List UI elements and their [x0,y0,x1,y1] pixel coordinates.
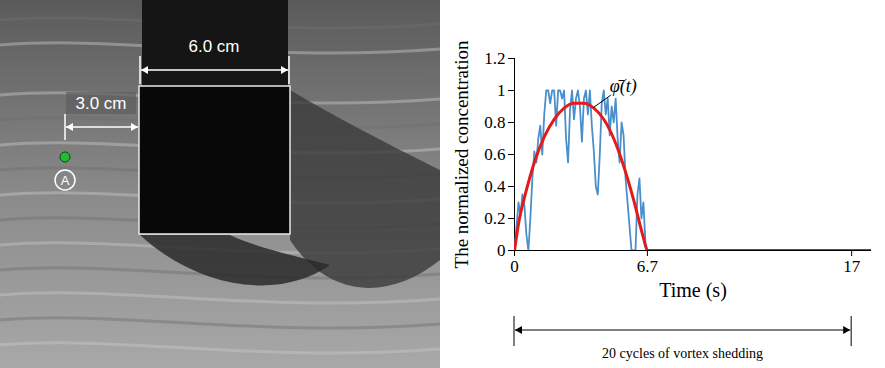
svg-text:0: 0 [510,257,519,276]
svg-text:0.8: 0.8 [484,113,505,132]
svg-text:20 cycles of vortex shedding: 20 cycles of vortex shedding [602,346,763,361]
svg-text:6.0 cm: 6.0 cm [188,37,239,56]
svg-text:φ̄(t): φ̄(t) [610,76,637,97]
svg-text:1.2: 1.2 [484,49,505,68]
svg-text:0: 0 [497,241,506,260]
svg-text:3.0 cm: 3.0 cm [75,94,126,113]
svg-text:A: A [61,173,70,188]
svg-text:0.4: 0.4 [484,177,506,196]
svg-text:Time (s): Time (s) [659,279,727,302]
svg-text:0.2: 0.2 [484,209,505,228]
svg-text:17: 17 [843,257,861,276]
svg-text:0.6: 0.6 [484,145,505,164]
svg-text:The normalized concentration: The normalized concentration [451,40,472,268]
svg-text:1: 1 [497,81,506,100]
svg-text:6.7: 6.7 [637,257,659,276]
